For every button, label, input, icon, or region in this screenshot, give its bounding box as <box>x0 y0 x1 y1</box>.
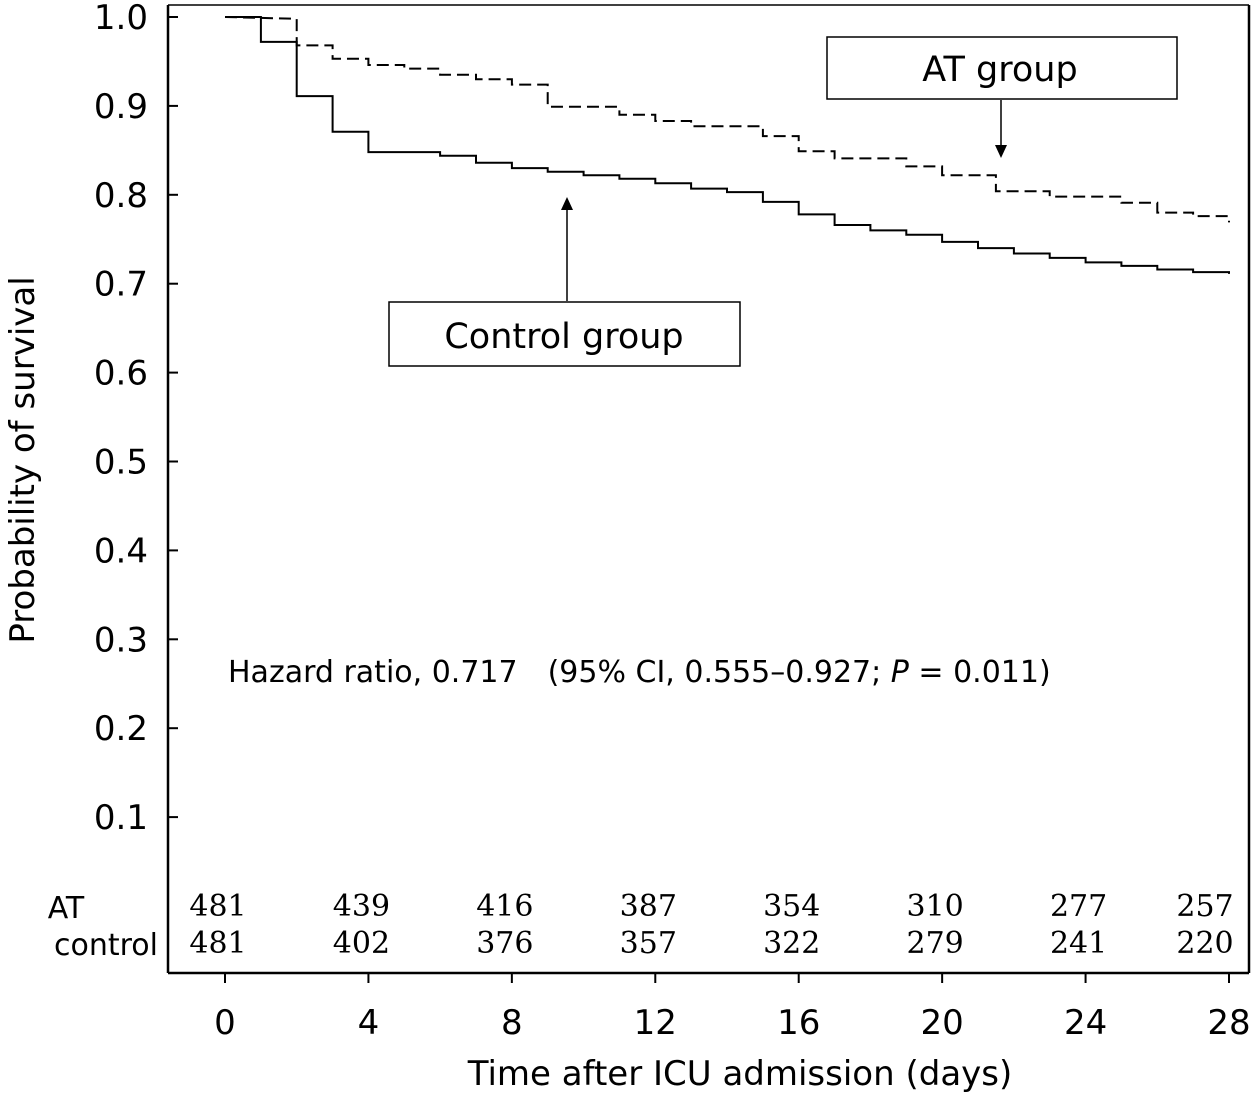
y-tick-label: 0.8 <box>94 176 148 216</box>
hazard-suffix: = 0.011) <box>909 655 1051 690</box>
risk-value: 416 <box>476 889 533 924</box>
risk-value: 357 <box>620 926 677 961</box>
control-arrow-head <box>561 197 573 210</box>
y-axis-ticks: 0.1 0.2 0.3 0.4 0.5 0.6 0.7 0.8 0.9 1.0 <box>94 0 178 838</box>
hazard-p: P <box>891 655 910 690</box>
control-label-box <box>388 301 741 367</box>
at-label: AT group <box>922 50 1077 90</box>
series-layer <box>224 16 1230 274</box>
risk-value: 387 <box>620 889 677 924</box>
risk-value: 220 <box>1176 926 1233 961</box>
risk-row-label: control <box>54 928 158 963</box>
risk-value: 277 <box>1050 889 1107 924</box>
x-tick-label: 24 <box>1064 1003 1107 1043</box>
hazard-prefix: Hazard ratio, 0.717 (95% CI, 0.555–0.927… <box>228 655 891 690</box>
at-label-box <box>826 36 1178 100</box>
x-tick-label: 20 <box>921 1003 964 1043</box>
at-arrow-head <box>995 145 1007 158</box>
number-at-risk-table: AT 481 439 416 387 354 310 277 257 control 481 402 3… <box>48 889 1234 963</box>
y-tick-label: 0.3 <box>94 620 148 660</box>
x-tick-label: 0 <box>214 1003 236 1043</box>
x-axis-title: Time after ICU admission (days) <box>467 1054 1013 1094</box>
risk-value: 279 <box>907 926 964 961</box>
y-tick-label: 0.6 <box>94 354 148 394</box>
risk-value: 481 <box>189 889 246 924</box>
x-tick-label: 16 <box>777 1003 820 1043</box>
y-tick-label: 0.4 <box>94 531 148 571</box>
y-tick-label: 0.2 <box>94 709 148 749</box>
x-axis-ticks: 0 4 8 12 16 20 24 28 <box>214 973 1251 1043</box>
y-tick-label: 0.5 <box>94 443 148 483</box>
risk-value: 310 <box>907 889 964 924</box>
y-tick-label: 0.1 <box>94 798 148 838</box>
risk-value: 402 <box>333 926 390 961</box>
risk-value: 376 <box>476 926 533 961</box>
x-tick-label: 12 <box>634 1003 677 1043</box>
y-tick-label: 1.0 <box>94 0 148 38</box>
risk-value: 481 <box>189 926 246 961</box>
risk-value: 439 <box>333 889 390 924</box>
control-label: Control group <box>444 317 683 357</box>
risk-value: 354 <box>763 889 820 924</box>
x-tick-label: 4 <box>358 1003 380 1043</box>
x-tick-label: 8 <box>501 1003 523 1043</box>
y-tick-label: 0.9 <box>94 87 148 127</box>
risk-value: 257 <box>1176 889 1233 924</box>
risk-row-label: AT <box>48 891 85 926</box>
hazard-ratio-text: Hazard ratio, 0.717 (95% CI, 0.555–0.927… <box>228 655 1051 690</box>
risk-value: 322 <box>763 926 820 961</box>
at-group-curve <box>224 16 1230 223</box>
control-group-curve <box>225 16 1230 274</box>
risk-value: 241 <box>1050 926 1107 961</box>
y-axis-title: Probability of survival <box>3 276 43 643</box>
y-tick-label: 0.7 <box>94 265 148 305</box>
x-tick-label: 28 <box>1207 1003 1250 1043</box>
